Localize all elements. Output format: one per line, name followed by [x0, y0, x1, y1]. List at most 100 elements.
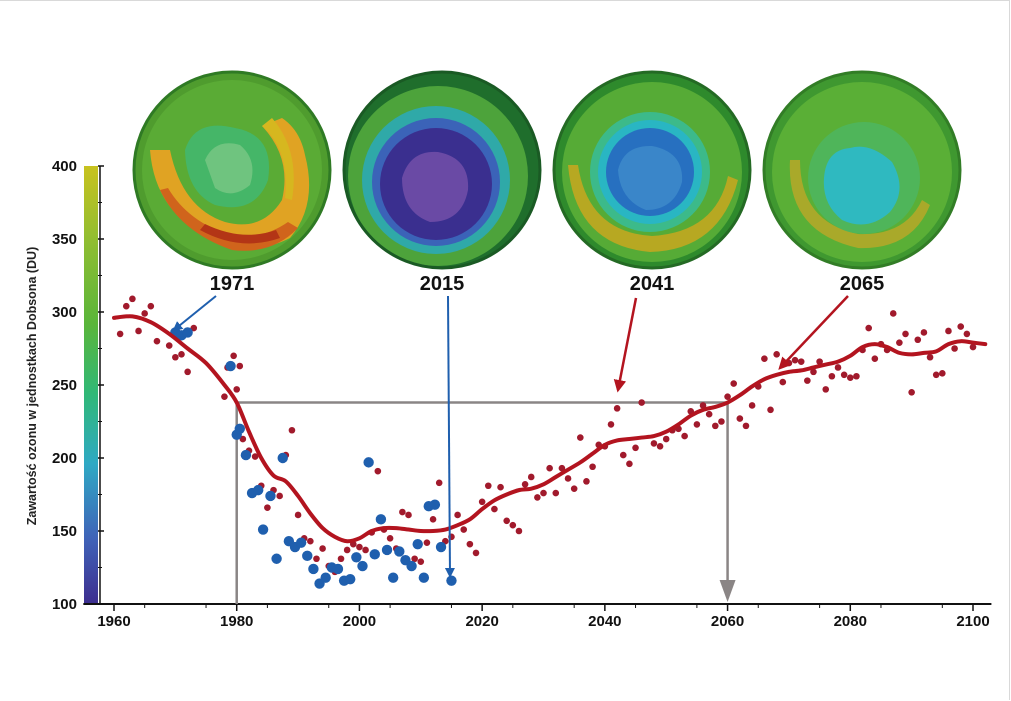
observed-point [375, 514, 387, 525]
x-tick-label: 2000 [343, 613, 376, 630]
model-point [386, 535, 394, 542]
y-axis-title: Zawartość ozonu w jednostkach Dobsona (D… [25, 247, 39, 526]
year-label-2041: 2041 [630, 273, 675, 295]
model-point [779, 378, 787, 386]
model-point [736, 415, 744, 422]
model-point [165, 342, 173, 349]
model-point [957, 323, 965, 330]
model-point [497, 483, 504, 491]
model-point [319, 545, 326, 552]
model-point [871, 355, 879, 363]
model-point [405, 511, 412, 519]
model-point [969, 343, 977, 351]
observed-point [308, 563, 319, 575]
trend-line [112, 314, 988, 544]
model-point [840, 371, 848, 379]
model-point [552, 489, 560, 497]
model-point [184, 368, 191, 376]
x-tick-label: 2100 [956, 613, 989, 630]
model-point [141, 310, 148, 317]
observed-point [234, 423, 245, 434]
model-point [337, 555, 345, 563]
model-point [718, 418, 725, 425]
year-label-2065: 2065 [840, 273, 885, 295]
model-point [846, 374, 854, 382]
model-point [399, 508, 406, 516]
model-point [172, 353, 179, 361]
model-point [454, 511, 461, 519]
observed-point [406, 560, 417, 572]
model-point [190, 324, 198, 332]
model-point [932, 371, 940, 379]
arrow-2065 [778, 295, 849, 370]
model-point [288, 426, 296, 434]
model-point [417, 558, 425, 565]
model-point [656, 443, 664, 450]
model-point [122, 302, 130, 310]
observed-point [240, 449, 252, 461]
observed-point [332, 563, 344, 575]
x-tick-label: 2080 [834, 613, 867, 630]
y-tick-label: 200 [52, 450, 77, 467]
year-label-1971: 1971 [210, 273, 255, 295]
model-point [804, 377, 811, 384]
arrow-2041 [613, 297, 638, 393]
model-point [724, 393, 731, 400]
ozone-map-2041 [554, 72, 750, 268]
model-point [742, 422, 750, 430]
x-tick-label: 2040 [588, 613, 621, 630]
observed-point [357, 560, 368, 572]
observed-point [320, 572, 331, 583]
model-point [564, 475, 572, 482]
year-label-2015: 2015 [420, 273, 465, 295]
model-point [963, 330, 971, 338]
model-point [276, 492, 283, 500]
model-point [515, 527, 523, 535]
model-point [236, 362, 244, 370]
model-point [577, 434, 584, 441]
model-point [589, 463, 596, 471]
model-point [135, 327, 142, 335]
model-point [662, 435, 670, 443]
model-point [681, 432, 688, 440]
model-point [153, 337, 161, 345]
x-tick-label: 2020 [465, 613, 498, 630]
model-point [313, 555, 320, 563]
model-point [748, 402, 756, 409]
model-point [773, 351, 780, 358]
model-point [920, 329, 928, 336]
model-point [828, 372, 836, 380]
y-tick-label: 400 [52, 158, 77, 175]
model-point [761, 355, 768, 363]
model-point [491, 505, 498, 513]
model-point [558, 464, 566, 472]
model-point [503, 517, 510, 525]
observed-point [302, 550, 313, 562]
ozone-map-2065 [764, 72, 960, 268]
colorbar [84, 166, 98, 604]
model-point [797, 358, 805, 365]
model-point [356, 543, 363, 551]
x-tick-label: 1980 [220, 613, 253, 630]
model-point [583, 478, 590, 485]
observed-point [351, 552, 362, 563]
model-point [362, 546, 369, 554]
model-point [865, 324, 872, 332]
model-point [638, 399, 645, 406]
model-point [264, 504, 271, 511]
ozone-map-2015 [344, 72, 540, 268]
observed-point [363, 457, 374, 468]
reference-arrowhead [719, 580, 736, 602]
model-point [908, 389, 915, 396]
x-tick-label: 1960 [97, 613, 130, 630]
observed-point [429, 499, 441, 510]
model-point [251, 453, 259, 460]
model-point [693, 421, 701, 428]
model-point [509, 521, 517, 529]
model-point [632, 444, 639, 452]
model-point [822, 386, 830, 393]
model-point [712, 422, 719, 430]
model-point [926, 353, 934, 361]
